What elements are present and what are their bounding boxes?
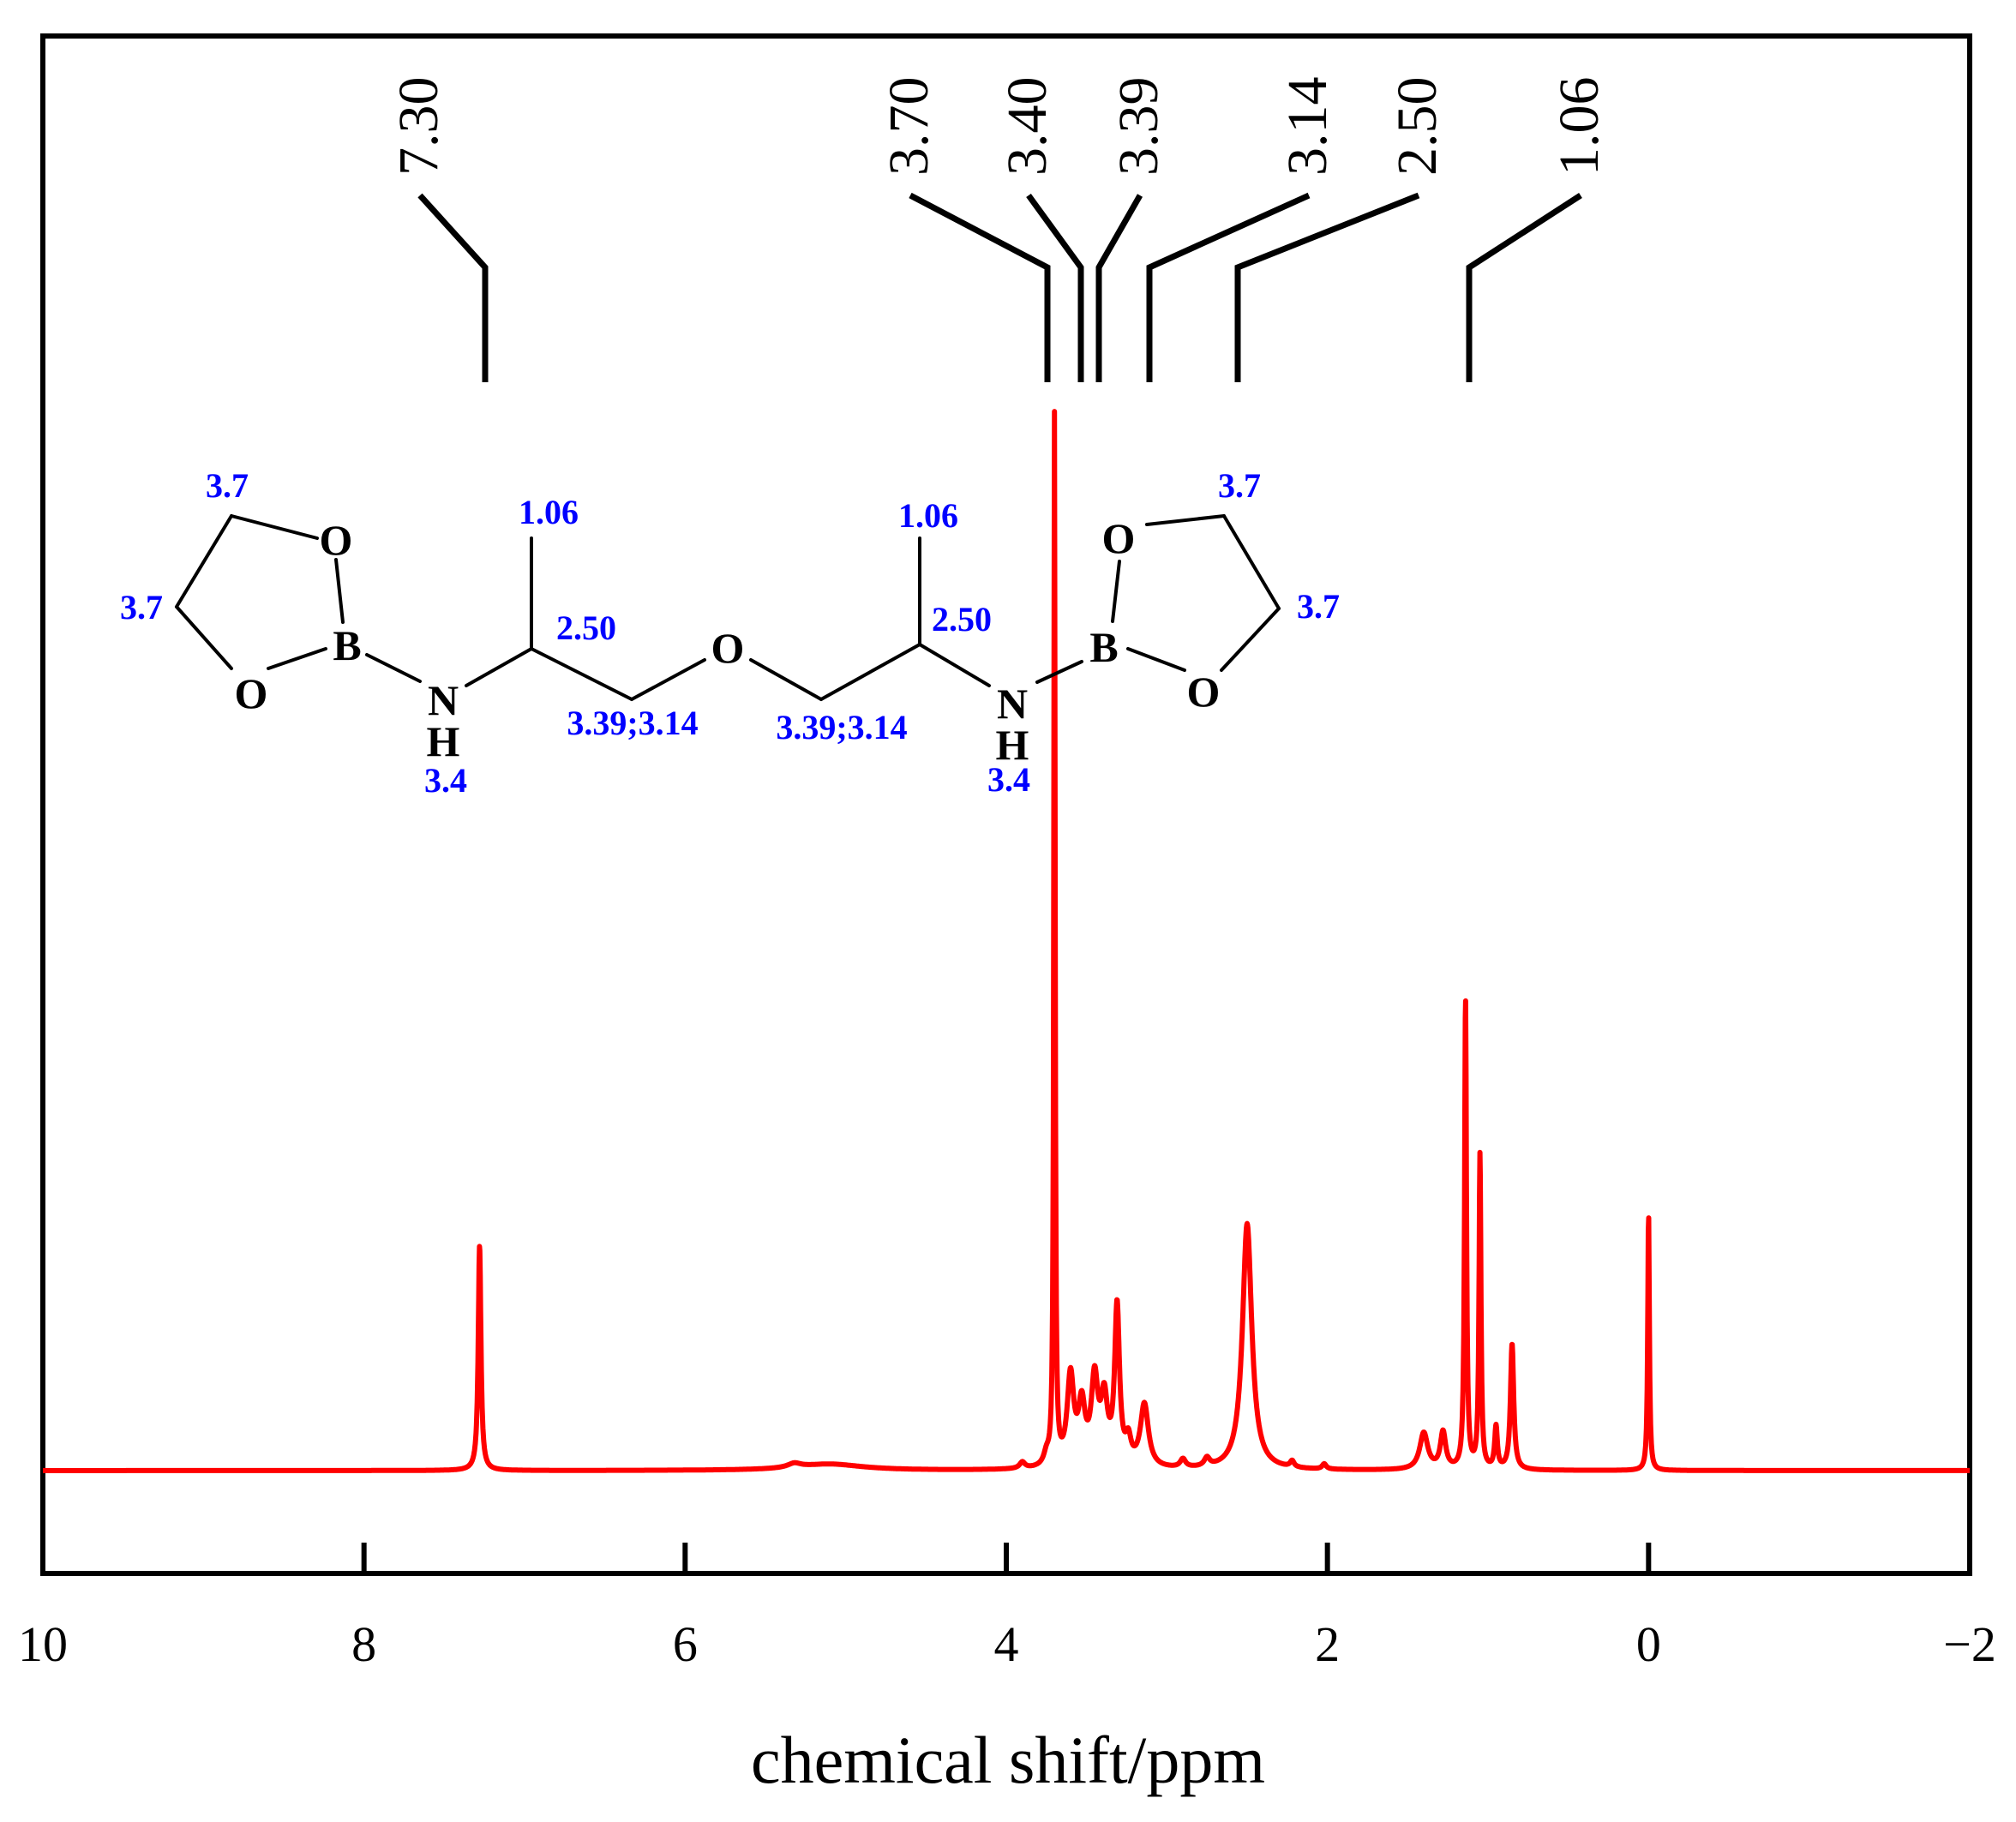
shift-annotation: 3.7 — [206, 466, 249, 505]
shift-annotation: 3.7 — [1218, 466, 1261, 505]
x-tick-label: 0 — [1636, 1616, 1661, 1672]
shift-annotation: 1.06 — [519, 493, 579, 531]
bond — [267, 647, 327, 670]
bond — [230, 514, 319, 540]
peak-marker-label: 7.30 — [387, 77, 450, 177]
peak-marker-label: 3.70 — [878, 77, 940, 177]
bond — [819, 643, 921, 701]
peak-marker-line — [417, 193, 489, 382]
atom-nitrogen: N — [428, 676, 459, 724]
atom-oxygen: O — [711, 624, 745, 672]
bond — [1035, 660, 1083, 684]
atom-oxygen: O — [1187, 668, 1221, 716]
bond — [334, 558, 345, 624]
x-axis-ticks: 10 8 6 4 2 0 −2 — [18, 1543, 1996, 1672]
peak-marker-line — [1095, 194, 1143, 382]
peak-marker-line — [1234, 192, 1420, 382]
shift-annotation: 3.7 — [1297, 587, 1340, 626]
bond — [1222, 514, 1281, 610]
bond — [918, 643, 991, 687]
atom-oxygen: O — [235, 669, 268, 717]
bond — [175, 514, 233, 608]
atom-hydrogen: H — [427, 717, 460, 765]
atom-hydrogen: H — [996, 721, 1029, 769]
x-tick-label: 4 — [994, 1616, 1019, 1672]
shift-annotation: 2.50 — [932, 600, 992, 638]
x-tick-label: 6 — [673, 1616, 698, 1672]
peak-marker-label: 3.14 — [1276, 77, 1339, 177]
bond — [1126, 647, 1186, 672]
peak-marker-label: 1.06 — [1548, 77, 1611, 177]
bond — [465, 647, 533, 687]
peak-marker-label: 2.50 — [1386, 77, 1449, 177]
bond — [1220, 607, 1281, 672]
x-tick-label: 10 — [18, 1616, 68, 1672]
atom-oxygen: O — [320, 516, 353, 564]
bond — [630, 658, 706, 701]
peak-marker-line — [909, 192, 1051, 382]
peak-marker-line — [1026, 193, 1084, 382]
shift-annotation: 3.7 — [120, 588, 163, 626]
peak-marker-label: 3.39 — [1107, 77, 1170, 177]
x-axis-title: chemical shift/ppm — [751, 1723, 1265, 1797]
atom-boron: B — [333, 621, 361, 669]
shift-annotation: 3.4 — [424, 761, 467, 800]
bond — [1111, 560, 1121, 623]
shift-annotation: 2.50 — [556, 608, 616, 647]
shift-annotation: 3.39;3.14 — [567, 704, 698, 742]
atom-boron: B — [1089, 623, 1118, 671]
peak-marker-line — [1466, 193, 1582, 382]
plot-frame — [40, 33, 1972, 1576]
x-tick-label: 8 — [351, 1616, 376, 1672]
x-tick-label: −2 — [1943, 1616, 1996, 1672]
peak-marker-label: 3.40 — [996, 77, 1059, 177]
shift-annotation: 1.06 — [898, 496, 958, 535]
peak-markers: 7.30 3.70 3.40 3.39 3.14 2.50 1.06 — [387, 77, 1611, 382]
shift-annotation: 3.4 — [987, 760, 1030, 799]
molecule-structure: O B O N H O N H B O O 3.7 3.7 3.4 1.06 2… — [120, 466, 1340, 800]
atom-oxygen: O — [1102, 514, 1136, 562]
shift-annotation: 3.39;3.14 — [776, 708, 907, 746]
bond — [530, 647, 633, 701]
bond — [749, 658, 823, 701]
atom-nitrogen: N — [997, 680, 1028, 728]
bond — [1145, 514, 1226, 526]
peak-marker-line — [1146, 192, 1311, 382]
x-tick-label: 2 — [1315, 1616, 1340, 1672]
bond — [365, 653, 422, 683]
bond — [175, 605, 233, 670]
spectrum-line — [40, 409, 1972, 1473]
